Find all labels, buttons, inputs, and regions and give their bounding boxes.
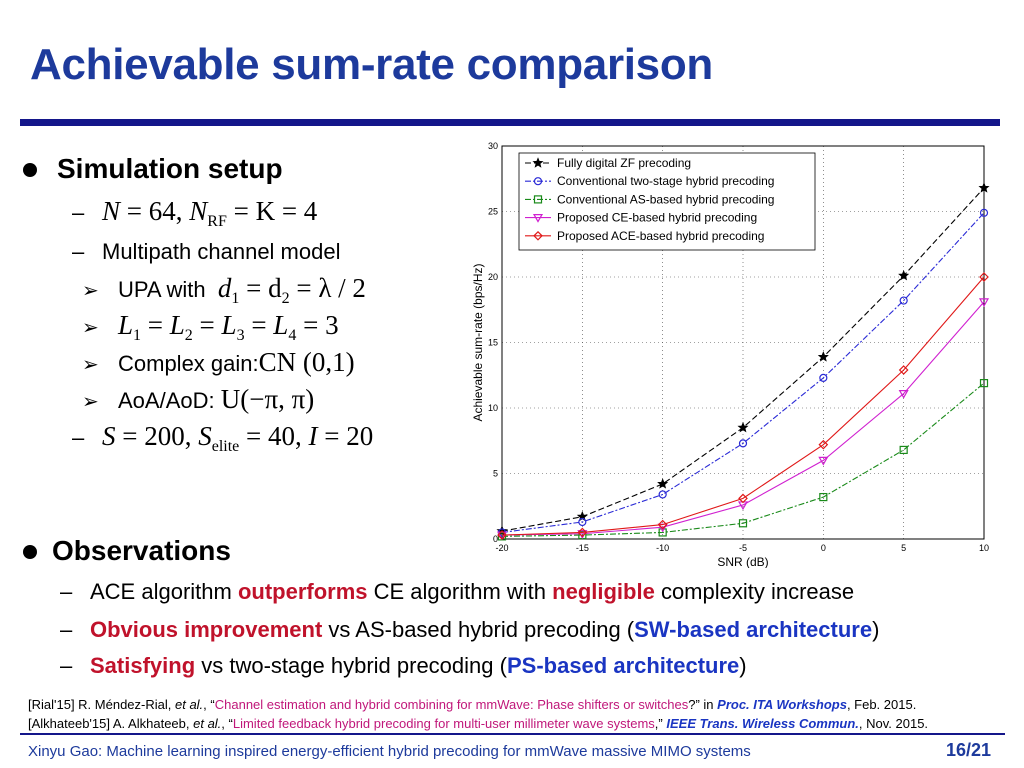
x-tick-label: -5 — [739, 543, 747, 553]
legend-entry: Proposed CE-based hybrid precoding — [525, 211, 757, 225]
legend-label: Fully digital ZF precoding — [557, 156, 691, 170]
setup-line-paths: ➢ L1 = L2 = L3 = L4 = 3 — [82, 310, 339, 344]
legend-entry: Conventional AS-based hybrid precoding — [525, 192, 774, 206]
y-tick-label: 15 — [488, 338, 498, 348]
data-point — [978, 182, 990, 193]
data-point — [496, 531, 508, 541]
legend-label: Conventional two-stage hybrid precoding — [557, 174, 774, 188]
data-point — [978, 298, 990, 308]
data-point — [899, 445, 908, 455]
setup-line-gain: ➢ Complex gain:CN (0,1) — [82, 347, 355, 377]
x-tick-label: -15 — [576, 543, 589, 553]
x-tick-label: 5 — [901, 543, 906, 553]
x-axis-label: SNR (dB) — [717, 555, 768, 568]
y-tick-label: 5 — [493, 469, 498, 479]
data-point — [533, 195, 543, 204]
x-tick-label: -10 — [656, 543, 669, 553]
y-tick-label: 10 — [488, 403, 498, 413]
page-number: 16/21 — [946, 740, 992, 760]
observations-heading: Observations — [52, 535, 231, 566]
legend-entry: Conventional two-stage hybrid precoding — [525, 174, 774, 188]
x-tick-label: 0 — [821, 543, 826, 553]
data-point — [578, 517, 587, 527]
y-tick-label: 0 — [493, 534, 498, 544]
data-point — [898, 365, 909, 375]
setup-line-params: – N = 64, NRF = K = 4 — [72, 196, 318, 230]
setup-line-multipath: – Multipath channel model — [72, 239, 341, 264]
data-point — [898, 269, 910, 281]
x-tick-label: 10 — [979, 543, 989, 553]
data-point — [738, 439, 748, 448]
data-point — [979, 272, 989, 282]
data-point — [533, 177, 543, 186]
legend-entry: Proposed ACE-based hybrid precoding — [525, 229, 764, 243]
data-point — [738, 519, 748, 528]
data-point — [979, 379, 989, 388]
reference-1: [Rial'15] R. Méndez-Rial, et al., “Chann… — [28, 697, 917, 712]
title-divider — [20, 119, 1000, 126]
data-point — [657, 478, 669, 489]
legend-label: Proposed ACE-based hybrid precoding — [557, 229, 764, 243]
reference-2: [Alkhateeb'15] A. Alkhateeb, et al., “Li… — [28, 716, 929, 731]
series-3 — [497, 379, 989, 541]
series-5 — [497, 272, 989, 540]
legend-label: Conventional AS-based hybrid precoding — [557, 192, 774, 206]
data-point — [532, 157, 544, 168]
setup-line-aoa: ➢ AoA/AoD: U(−π, π) — [82, 384, 315, 414]
data-point — [817, 351, 829, 362]
y-tick-label: 30 — [488, 141, 498, 151]
legend-entry: Fully digital ZF precoding — [525, 156, 691, 170]
data-point — [532, 213, 544, 223]
series-line — [501, 276, 985, 536]
data-point — [533, 230, 543, 241]
data-point — [899, 296, 908, 305]
observation-1: – ACE algorithm outperforms CE algorithm … — [60, 579, 855, 604]
setup-heading: Simulation setup — [57, 153, 283, 184]
series-4 — [496, 298, 990, 541]
series-line — [501, 382, 985, 537]
data-point — [737, 421, 749, 433]
series-line — [501, 212, 985, 533]
page-title: Achievable sum-rate comparison — [30, 40, 714, 89]
legend-label: Proposed CE-based hybrid precoding — [557, 211, 757, 225]
data-point — [818, 456, 829, 466]
data-point — [658, 490, 667, 499]
bullet-dot — [23, 545, 37, 559]
footer-text: Xinyu Gao: Machine learning inspired ene… — [28, 743, 751, 760]
legend-box — [518, 152, 816, 251]
observation-2: – Obvious improvement vs AS-based hybrid … — [60, 617, 880, 642]
observation-3: – Satisfying vs two-stage hybrid precodin… — [60, 653, 747, 678]
data-point — [819, 492, 828, 502]
data-point — [657, 519, 668, 530]
data-point — [497, 530, 507, 540]
x-tick-label: -20 — [495, 543, 508, 553]
chart-legend: Fully digital ZF precoding Conventional t… — [518, 152, 816, 251]
y-axis-label: Achievable sum-rate (bps/Hz) — [471, 263, 485, 421]
bullet-dot — [23, 163, 37, 177]
data-point — [979, 208, 989, 217]
data-point — [738, 493, 748, 504]
y-tick-label: 20 — [488, 272, 498, 282]
setup-line-upa: ➢ UPA with d1 = d2 = λ / 2 — [82, 273, 366, 307]
y-tick-label: 25 — [488, 207, 498, 217]
setup-line-ce-params: – S = 200, Selite = 40, I = 20 — [72, 421, 374, 455]
series-line — [501, 301, 985, 536]
references: [Rial'15] R. Méndez-Rial, et al., “Chann… — [28, 695, 928, 733]
data-point — [577, 527, 588, 538]
data-point — [576, 510, 588, 522]
data-point — [898, 389, 909, 399]
footer-divider — [20, 733, 1005, 735]
data-point — [819, 373, 828, 382]
sum-rate-chart: -20 -15 -10 -5 0 5 10 0 5 10 15 20 25 30 Achievable s… — [471, 141, 990, 568]
data-point — [818, 439, 829, 450]
